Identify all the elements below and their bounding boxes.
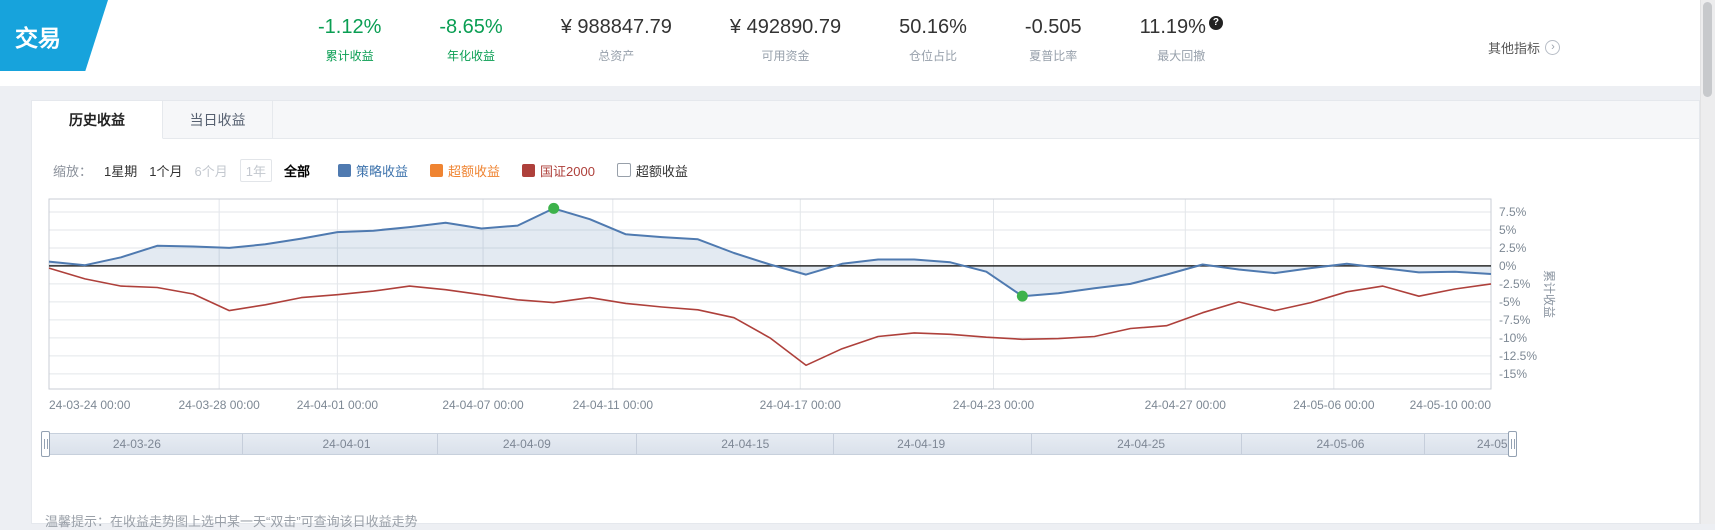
stat-sharpe-ratio: -0.505 夏普比率 — [1025, 16, 1082, 64]
slider-divider — [436, 434, 438, 454]
range-6months[interactable]: 6个月 — [194, 163, 228, 179]
svg-text:24-04-01 00:00: 24-04-01 00:00 — [297, 398, 379, 412]
stat-value: 11.19%? — [1140, 16, 1223, 39]
legend-label: 超额收益 — [447, 163, 500, 179]
range-1week[interactable]: 1星期 — [104, 163, 138, 179]
svg-text:24-03-28 00:00: 24-03-28 00:00 — [178, 398, 260, 412]
svg-text:累计收益: 累计收益 — [1542, 270, 1556, 318]
stat-cumulative-return: -1.12% 累计收益 — [318, 16, 381, 64]
footer-tip: 温馨提示：在收益走势图上选中某一天“双击”可查询该日收益走势 — [45, 514, 418, 529]
slider-date-label: 24-04-15 — [721, 437, 770, 451]
slider-date-label: 24-04-01 — [322, 437, 371, 451]
slider-date-label: 24-05 — [1476, 437, 1508, 451]
slider-divider — [241, 434, 243, 454]
other-indicators-label: 其他指标 — [1487, 41, 1540, 56]
svg-text:2.5%: 2.5% — [1499, 241, 1527, 255]
stat-available-funds: ¥ 492890.79 可用资金 — [730, 16, 841, 64]
stat-label: 夏普比率 — [1029, 49, 1078, 63]
other-indicators-link[interactable]: 其他指标 › — [1488, 38, 1560, 57]
slider-date-label: 24-03-26 — [112, 437, 161, 451]
stat-value: -8.65% — [439, 16, 503, 38]
stat-label: 累计收益 — [325, 49, 374, 63]
svg-text:24-05-06 00:00: 24-05-06 00:00 — [1293, 398, 1375, 412]
slider-divider — [1240, 434, 1242, 454]
tab-today-returns[interactable]: 当日收益 — [163, 101, 273, 138]
slider-labels: 24-03-26 24-04-01 24-04-09 24-04-15 24-04-19… — [46, 434, 1512, 454]
tab-history-returns[interactable]: 历史收益 — [32, 101, 163, 139]
stats-row: -1.12% 累计收益 -8.65% 年化收益 ¥ 988847.79 总资产 … — [318, 16, 1223, 64]
slider-right-handle-icon[interactable] — [1508, 431, 1517, 457]
slider-date-label: 24-04-25 — [1117, 437, 1166, 451]
red-swatch-icon — [522, 163, 535, 177]
slider-divider — [636, 434, 638, 454]
range-all[interactable]: 全部 — [283, 163, 310, 179]
svg-text:-2.5%: -2.5% — [1499, 277, 1531, 291]
slider-divider — [833, 434, 835, 454]
stat-position-ratio: 50.16% 仓位占比 — [899, 16, 967, 64]
date-range-slider[interactable]: 24-03-26 24-04-01 24-04-09 24-04-15 24-04-19… — [41, 431, 1517, 457]
svg-text:24-04-17 00:00: 24-04-17 00:00 — [760, 398, 842, 412]
stat-label: 可用资金 — [761, 49, 810, 63]
slider-divider — [1031, 434, 1033, 454]
svg-text:24-03-24 00:00: 24-03-24 00:00 — [49, 398, 131, 412]
svg-text:24-04-11 00:00: 24-04-11 00:00 — [573, 398, 654, 412]
legend-strategy-return[interactable]: 策略收益 — [337, 161, 408, 180]
svg-text:24-04-27 00:00: 24-04-27 00:00 — [1145, 398, 1227, 412]
slider-date-label: 24-04-09 — [502, 437, 551, 451]
blue-swatch-icon — [337, 163, 351, 177]
range-1month[interactable]: 1个月 — [149, 163, 183, 179]
chart-legend: 策略收益 超额收益 国证2000 超额收益 — [337, 161, 688, 180]
returns-line-chart[interactable]: 7.5% 5% 2.5% 0% -2.5% -5% -7.5% -10% -12.5% -15% 2… — [32, 193, 1592, 419]
help-icon[interactable]: ? — [1208, 16, 1223, 31]
checkbox-unchecked-icon[interactable] — [616, 163, 631, 177]
zoom-label: 缩放： — [53, 163, 93, 179]
stat-total-assets: ¥ 988847.79 总资产 — [561, 16, 672, 64]
stat-value: 50.16% — [899, 16, 967, 38]
svg-text:24-04-07 00:00: 24-04-07 00:00 — [442, 398, 524, 412]
slider-date-label: 24-04-19 — [897, 437, 946, 451]
stat-label: 最大回撤 — [1157, 49, 1206, 63]
excess-return-toggle[interactable]: 超额收益 — [616, 161, 688, 180]
svg-text:-5%: -5% — [1499, 295, 1521, 309]
svg-text:5%: 5% — [1499, 223, 1517, 237]
header: 交易 -1.12% 累计收益 -8.65% 年化收益 ¥ 988847.79 总… — [0, 0, 1700, 86]
legend-gz2000-index[interactable]: 国证2000 — [522, 161, 595, 180]
chevron-right-icon: › — [1545, 40, 1560, 55]
stat-max-drawdown: 11.19%? 最大回撤 — [1140, 16, 1223, 64]
stat-label: 总资产 — [598, 49, 635, 63]
slider-left-handle-icon[interactable] — [41, 431, 50, 457]
stat-value: ¥ 492890.79 — [729, 16, 842, 38]
svg-text:24-04-23 00:00: 24-04-23 00:00 — [953, 398, 1035, 412]
stat-annualized-return: -8.65% 年化收益 — [439, 16, 502, 64]
svg-text:-7.5%: -7.5% — [1499, 313, 1531, 327]
stat-value: -0.505 — [1024, 16, 1082, 38]
svg-text:0%: 0% — [1499, 259, 1517, 273]
chart-controls: 缩放： 1星期 1个月 6个月 1年 全部 策略收益 超额收益 国证2000 超… — [53, 158, 688, 182]
svg-text:-12.5%: -12.5% — [1499, 349, 1537, 363]
stat-value: -1.12% — [318, 16, 382, 38]
slider-date-label: 24-05-06 — [1316, 437, 1365, 451]
range-1year[interactable]: 1年 — [239, 158, 272, 182]
legend-label: 国证2000 — [540, 163, 595, 179]
tabs-bar: 历史收益 当日收益 — [32, 101, 1699, 139]
page-scrollbar[interactable] — [1700, 0, 1715, 524]
checkbox-label: 超额收益 — [635, 163, 688, 179]
stat-label: 仓位占比 — [909, 49, 958, 63]
trade-tab[interactable]: 交易 — [0, 0, 108, 71]
svg-text:-10%: -10% — [1499, 331, 1527, 345]
trade-tab-label: 交易 — [15, 24, 61, 51]
svg-text:7.5%: 7.5% — [1499, 205, 1527, 219]
stat-label: 年化收益 — [447, 49, 496, 63]
scrollbar-thumb[interactable] — [1703, 2, 1712, 97]
orange-swatch-icon — [429, 163, 443, 177]
svg-text:24-05-10 00:00: 24-05-10 00:00 — [1410, 398, 1492, 412]
svg-text:-15%: -15% — [1499, 367, 1527, 381]
stat-value: ¥ 988847.79 — [560, 16, 672, 38]
legend-label: 策略收益 — [355, 163, 408, 179]
returns-card: 历史收益 当日收益 缩放： 1星期 1个月 6个月 1年 全部 策略收益 超额收… — [31, 100, 1700, 529]
legend-excess-return[interactable]: 超额收益 — [429, 161, 500, 180]
slider-divider — [1424, 434, 1426, 454]
